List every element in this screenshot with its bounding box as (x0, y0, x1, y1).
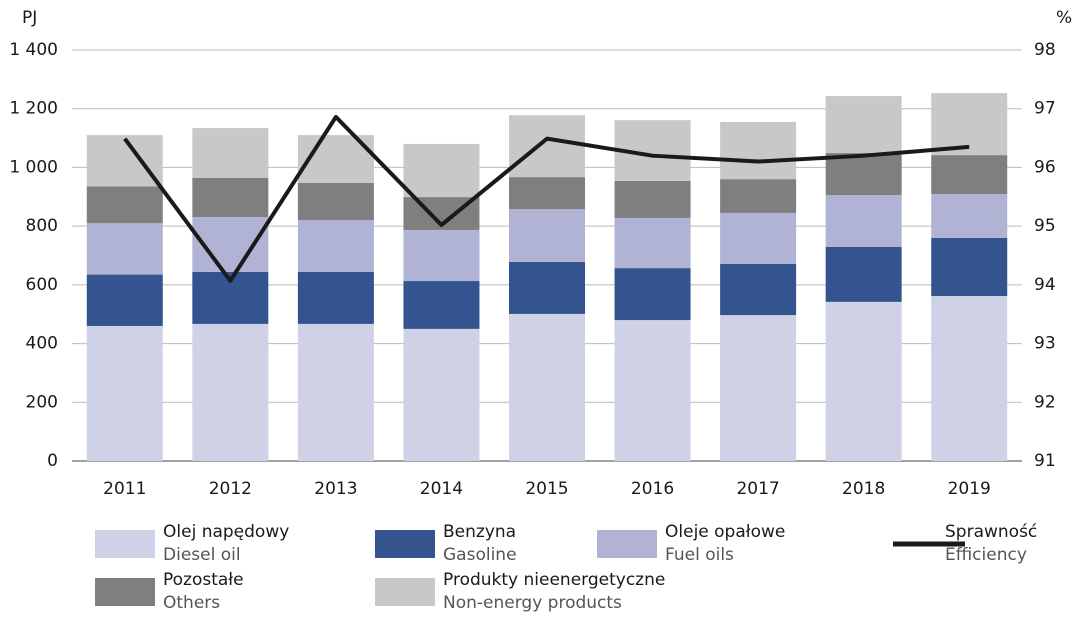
legend-label: Benzyna (443, 522, 516, 542)
y-axis-label: PJ (22, 8, 37, 28)
bar-segment (192, 177, 269, 218)
bar-segment (403, 281, 480, 329)
x-tick-label: 2013 (314, 479, 357, 499)
bar-segment (403, 143, 480, 198)
y-tick-label: 400 (26, 334, 58, 354)
y2-tick-label: 98 (1034, 40, 1056, 60)
legend-label: Olej napędowy (163, 522, 289, 542)
bar-segment (825, 195, 902, 247)
bar-segment (192, 128, 269, 178)
y-tick-label: 1 400 (9, 40, 58, 60)
x-tick-label: 2018 (842, 479, 885, 499)
bar-segment (720, 121, 797, 180)
legend-label: Produkty nieenergetyczne (443, 570, 665, 590)
bar-segment (825, 246, 902, 302)
y-tick-label: 600 (26, 275, 58, 295)
bar-segment (86, 186, 163, 224)
bar-segment (86, 223, 163, 275)
y2-tick-label: 92 (1034, 392, 1056, 412)
bar-segment (720, 212, 797, 265)
legend-swatch (375, 530, 435, 558)
legend-label: Oleje opałowe (665, 522, 785, 542)
y2-tick-label: 94 (1034, 275, 1056, 295)
legend-swatch (597, 530, 657, 558)
bar-segment (614, 320, 691, 461)
x-tick-label: 2019 (948, 479, 991, 499)
legend-swatch (95, 578, 155, 606)
bar-segment (509, 313, 585, 461)
y-tick-label: 1 200 (9, 99, 58, 119)
y2-tick-label: 96 (1034, 157, 1056, 177)
legend-label-en: Diesel oil (163, 545, 241, 565)
y-tick-label: 200 (26, 392, 58, 412)
y-tick-label: 800 (26, 216, 58, 236)
bar-segment (297, 182, 374, 220)
bar-segment (403, 229, 480, 282)
bar-segment (825, 301, 902, 461)
bar-segment (614, 217, 691, 269)
bar-segment (509, 261, 585, 314)
x-tick-label: 2017 (736, 479, 779, 499)
bar-segment (825, 96, 902, 154)
y-tick-label: 0 (47, 451, 58, 471)
legend-swatch (375, 578, 435, 606)
bar-segment (720, 179, 797, 213)
bar-segment (403, 328, 480, 461)
bar-segment (86, 274, 163, 326)
legend-label: Pozostałe (163, 570, 244, 590)
bar-segment (86, 135, 163, 187)
legend-label-en: Fuel oils (665, 545, 734, 565)
bar-segment (86, 325, 163, 461)
bar-segment (825, 153, 902, 196)
x-tick-label: 2015 (525, 479, 568, 499)
y2-tick-label: 93 (1034, 334, 1056, 354)
bar-segment (931, 237, 1008, 297)
bar-segment (931, 155, 1008, 195)
x-tick-label: 2014 (420, 479, 463, 499)
efficiency-line (123, 114, 970, 283)
y2-tick-label: 91 (1034, 451, 1056, 471)
bar-segment (720, 315, 797, 461)
x-tick-label: 2011 (103, 479, 146, 499)
legend-swatch (95, 530, 155, 558)
bar-segment (509, 177, 585, 210)
y2-axis-label: % (1056, 8, 1072, 28)
bar-segment (297, 323, 374, 461)
bar-segment (614, 180, 691, 218)
bar-segment (297, 219, 374, 272)
bar-segment (614, 268, 691, 321)
bar-segment (931, 296, 1008, 461)
bar-segment (931, 194, 1008, 238)
bar-segment (509, 209, 585, 262)
bar-segment (720, 264, 797, 316)
bar-segment (931, 93, 1008, 156)
legend-label-en: Others (163, 593, 220, 613)
legend-label-en: Non-energy products (443, 593, 622, 613)
legend-label-en: Efficiency (945, 545, 1027, 565)
bar-segment (192, 323, 269, 461)
legend-label-en: Gasoline (443, 545, 517, 565)
y-tick-label: 1 000 (9, 157, 58, 177)
bar-segment (297, 271, 374, 324)
x-tick-label: 2012 (209, 479, 252, 499)
x-tick-label: 2016 (631, 479, 674, 499)
bar-segment (509, 115, 585, 178)
legend-label: Sprawność (945, 522, 1037, 542)
y2-tick-label: 95 (1034, 216, 1056, 236)
y2-tick-label: 97 (1034, 99, 1056, 119)
